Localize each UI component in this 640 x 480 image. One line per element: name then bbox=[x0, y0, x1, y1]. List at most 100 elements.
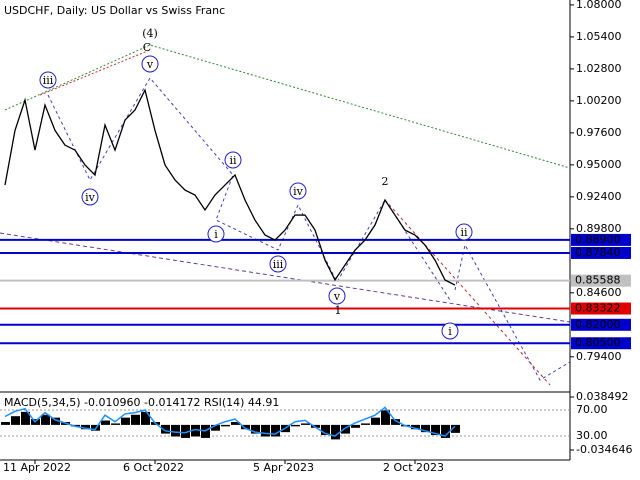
x-tick-label: 6 Oct 2022 bbox=[123, 461, 184, 474]
y-tick-label: 0.84600 bbox=[576, 286, 622, 299]
wave-label: i bbox=[448, 325, 452, 338]
macd-bar bbox=[121, 417, 130, 425]
x-tick-label: 2 Oct 2023 bbox=[383, 461, 444, 474]
wave-circle bbox=[207, 225, 225, 243]
wave-label: iv bbox=[293, 185, 304, 198]
wave-circle bbox=[224, 151, 242, 169]
macd-bar bbox=[11, 416, 20, 425]
macd-bar bbox=[421, 424, 430, 433]
macd-bar bbox=[241, 424, 250, 430]
level-label: 0.80500 bbox=[575, 336, 621, 349]
level-box bbox=[571, 318, 631, 331]
y2-tick-label: 70.00 bbox=[576, 403, 608, 416]
wave-circle bbox=[455, 223, 473, 241]
level-box bbox=[571, 302, 631, 315]
macd-bar bbox=[171, 424, 180, 437]
macd-bar bbox=[411, 424, 420, 430]
macd-bar bbox=[341, 424, 350, 434]
wave-label: 2 bbox=[382, 175, 389, 188]
macd-bar bbox=[321, 424, 330, 436]
macd-bar bbox=[331, 424, 340, 440]
purple-trend bbox=[0, 232, 571, 323]
green-trend bbox=[4, 44, 571, 169]
wave-circle bbox=[289, 182, 307, 200]
x-tick-label: 5 Apr 2023 bbox=[253, 461, 314, 474]
wave-label: (4) bbox=[142, 27, 158, 40]
macd-bar bbox=[291, 424, 300, 427]
wave-label: ii bbox=[229, 154, 237, 167]
macd-bar bbox=[141, 411, 150, 425]
macd-bar bbox=[181, 424, 190, 438]
level-label: 0.83322 bbox=[575, 302, 621, 315]
y-tick-label: 1.00200 bbox=[576, 94, 622, 107]
macd-bar bbox=[261, 424, 270, 437]
macd-bar bbox=[131, 414, 140, 425]
y-tick-label: -0.034646 bbox=[576, 443, 632, 456]
macd-bar bbox=[1, 421, 10, 425]
macd-bar bbox=[301, 423, 310, 425]
macd-bar bbox=[381, 410, 390, 425]
wave-label: iii bbox=[273, 258, 284, 271]
chart-title: USDCHF, Daily: US Dollar vs Swiss Franc bbox=[4, 4, 225, 17]
wave-circle bbox=[81, 188, 99, 206]
wave-label: 1 bbox=[335, 304, 342, 317]
macd-bar bbox=[221, 424, 230, 427]
wave-circle bbox=[141, 55, 159, 73]
y-tick-label: 0.038492 bbox=[576, 390, 629, 403]
y-tick-label: 0.92400 bbox=[576, 190, 622, 203]
macd-bar bbox=[251, 424, 260, 434]
y-tick-label: 0.79400 bbox=[576, 350, 622, 363]
wave-label: v bbox=[333, 290, 341, 303]
x-tick-label: 11 Apr 2022 bbox=[3, 461, 71, 474]
level-box bbox=[571, 246, 631, 259]
trend-lines bbox=[0, 44, 571, 386]
y-tick-label: 0.95000 bbox=[576, 158, 622, 171]
macd-bar bbox=[21, 411, 30, 425]
macd-bar bbox=[201, 424, 210, 438]
level-label: 0.87840 bbox=[575, 246, 621, 259]
rsi-line bbox=[4, 406, 456, 437]
wave-circle bbox=[328, 287, 346, 305]
level-box bbox=[571, 337, 631, 350]
wave-label: i bbox=[214, 228, 218, 241]
y-tick-label: 0.89800 bbox=[576, 222, 622, 235]
macd-bar bbox=[391, 419, 400, 425]
macd-bar bbox=[41, 414, 50, 425]
macd-bar bbox=[81, 424, 90, 430]
macd-bar bbox=[361, 423, 370, 425]
y-tick-label: 1.08000 bbox=[576, 0, 622, 11]
macd-bar bbox=[51, 417, 60, 425]
wave-label: iv bbox=[85, 191, 96, 204]
level-label: 0.82000 bbox=[575, 318, 621, 331]
y2-tick-label: 30.00 bbox=[576, 429, 608, 442]
macd-bar bbox=[351, 424, 360, 428]
macd-bar bbox=[101, 420, 110, 425]
macd-bar bbox=[211, 424, 220, 431]
y-tick-label: 1.02800 bbox=[576, 62, 622, 75]
indicator-title: MACD(5,34,5) -0.010960 -0.014172 RSI(14)… bbox=[4, 396, 279, 409]
macd-bar bbox=[191, 424, 200, 437]
level-box bbox=[571, 233, 631, 246]
macd-bar bbox=[271, 424, 280, 437]
macd-bar bbox=[451, 424, 460, 433]
macd-bar bbox=[231, 421, 240, 425]
macd-bar bbox=[441, 424, 450, 438]
wave-label: iii bbox=[43, 74, 54, 87]
wave-label: C bbox=[143, 41, 151, 54]
y-tick-label: 1.05400 bbox=[576, 30, 622, 43]
macd-bar bbox=[371, 417, 380, 425]
y-tick-label: 0.97600 bbox=[576, 126, 622, 139]
macd-bar bbox=[161, 424, 170, 434]
macd-bar bbox=[311, 424, 320, 428]
wave-circle bbox=[441, 322, 459, 340]
wave-label: ii bbox=[460, 226, 468, 239]
macd-bar bbox=[111, 423, 120, 425]
projection-blue bbox=[454, 243, 571, 381]
wave-circle bbox=[39, 71, 57, 89]
level-label: 0.85588 bbox=[575, 274, 621, 287]
wave-label: v bbox=[146, 58, 154, 71]
wave-circle bbox=[269, 255, 287, 273]
level-label: 0.88900 bbox=[575, 233, 621, 246]
macd-bar bbox=[431, 424, 440, 436]
